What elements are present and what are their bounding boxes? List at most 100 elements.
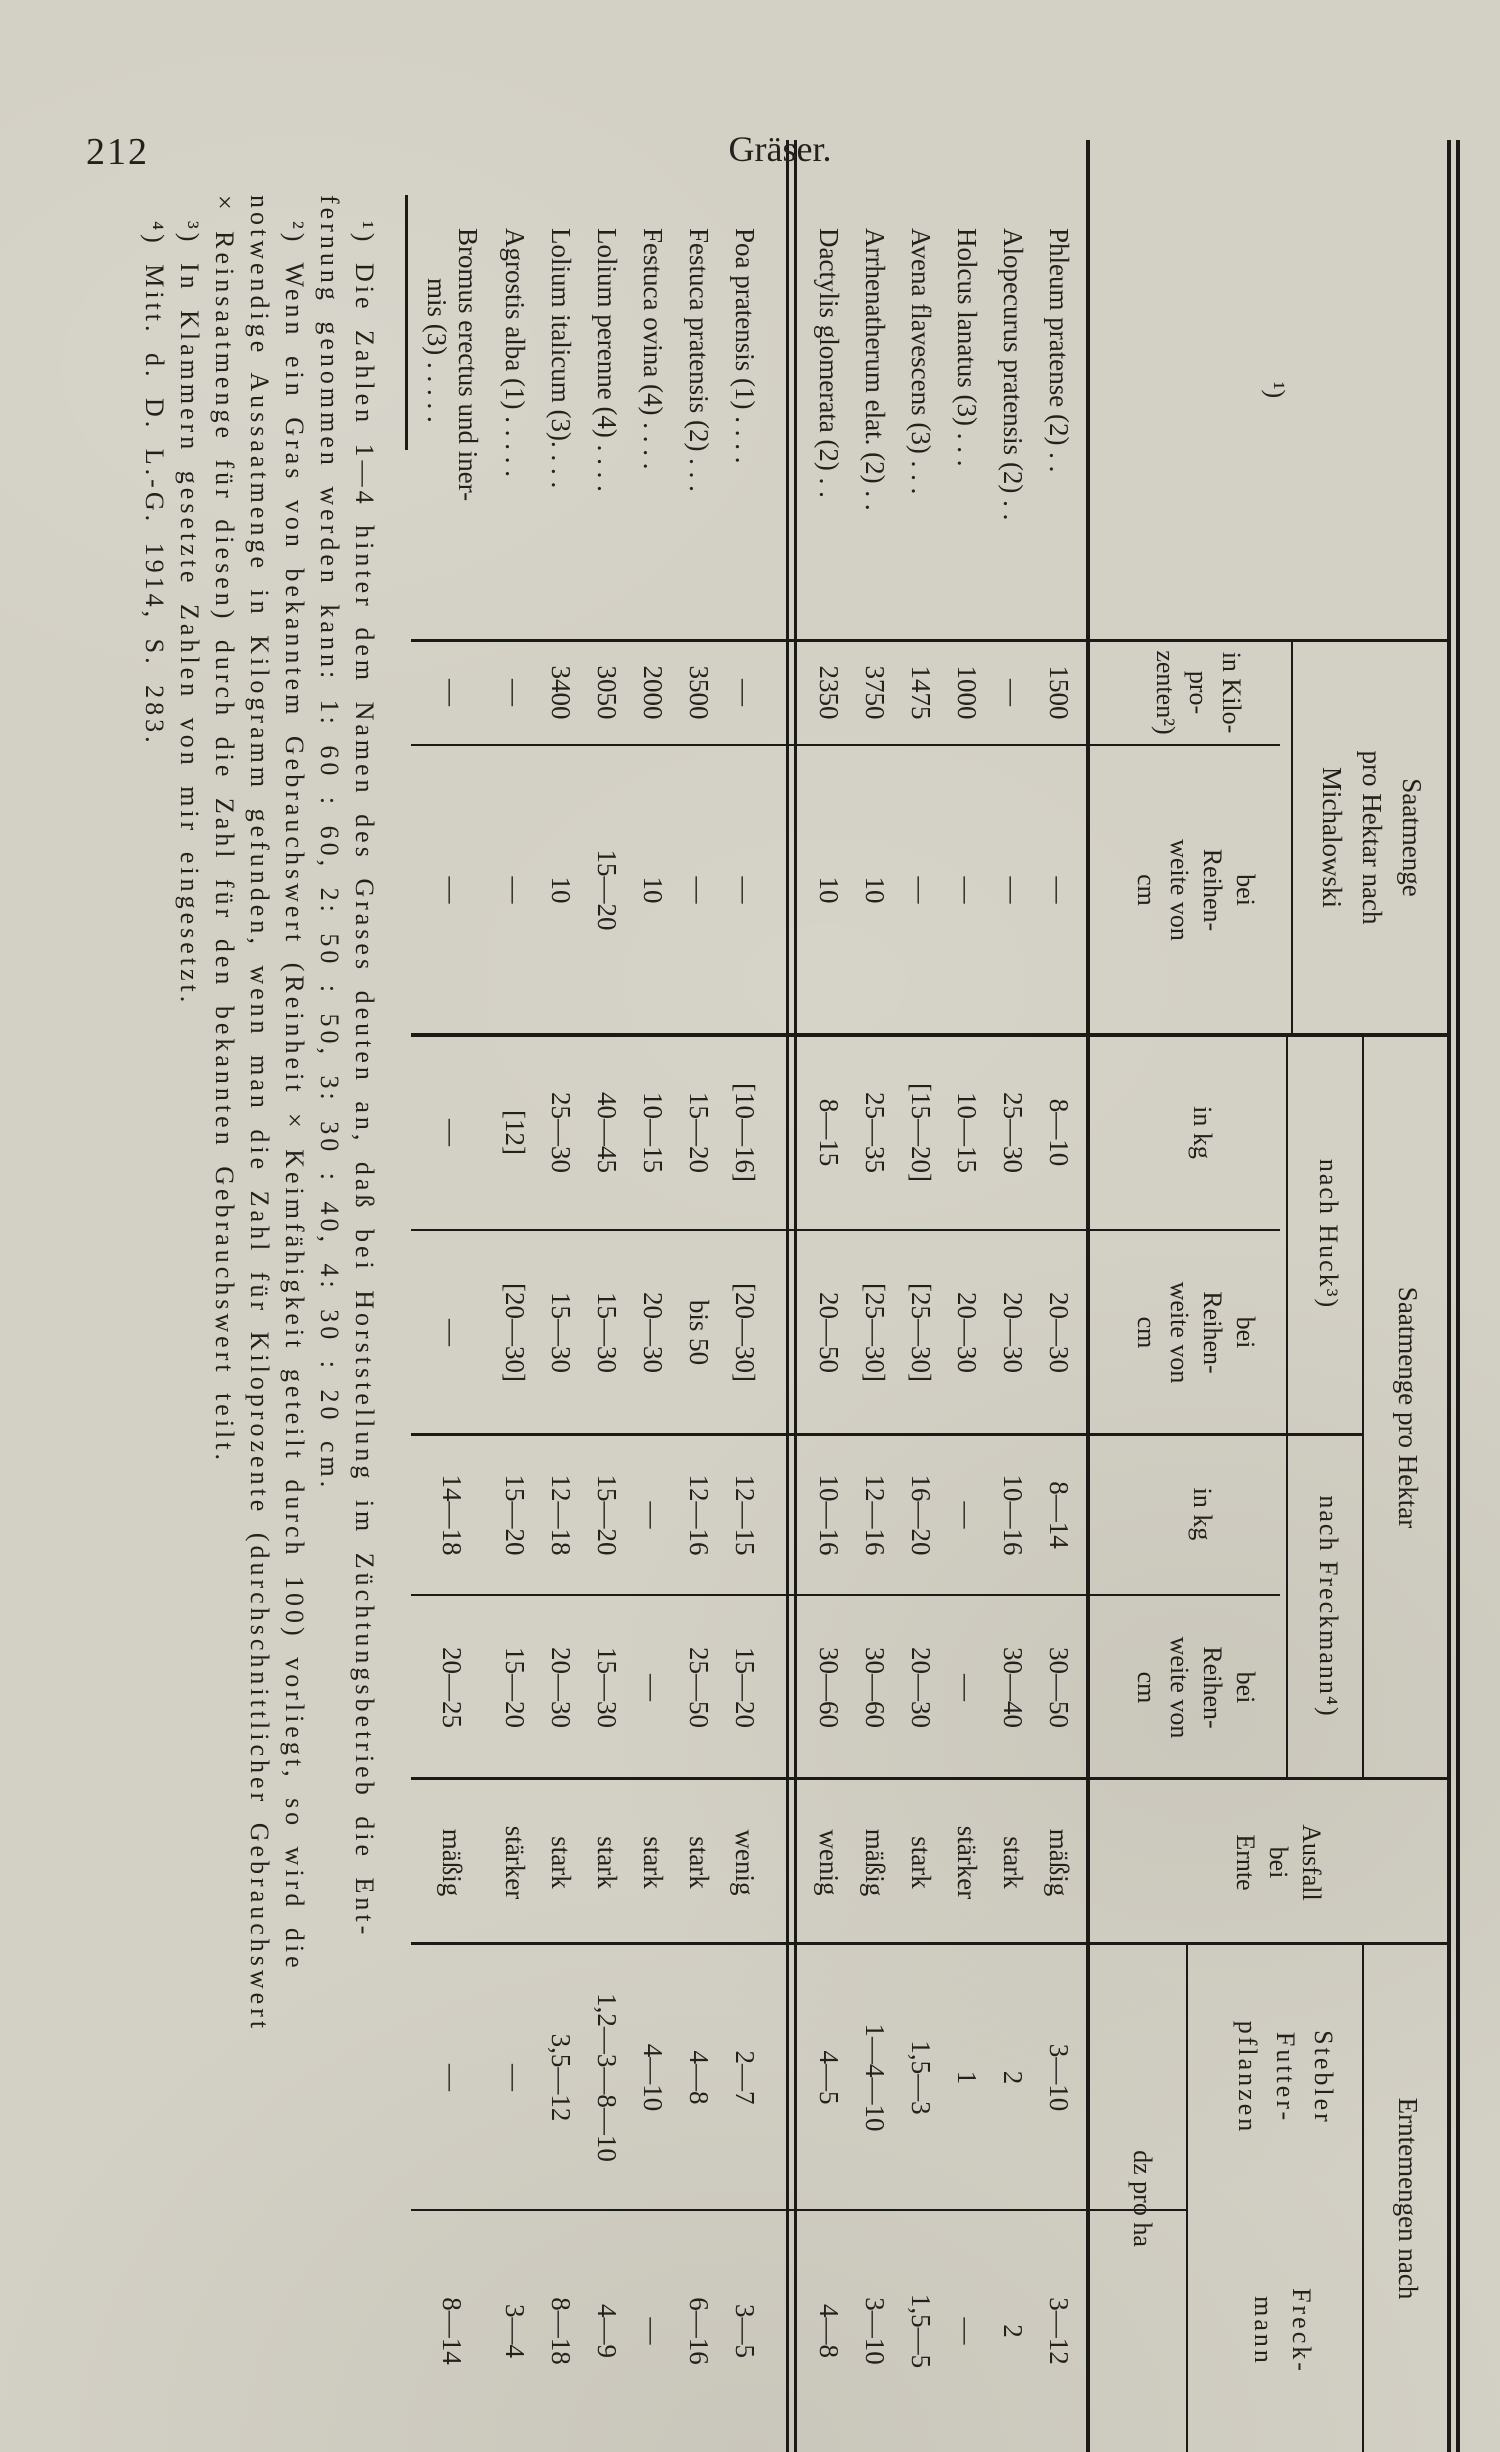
cell-michalowski-reihenweite: 10 [814, 876, 845, 904]
cell-ausfall-bei-ernte: mäßig [860, 1828, 891, 1897]
cell-plant-name: Alopecurus pratensis (2) . . [998, 228, 1029, 521]
cell-freckmann-kg: 12—18 [546, 1474, 577, 1556]
cell-freckmann-reihenweite: 30—60 [814, 1647, 845, 1728]
rule-under-huck-freckmann-titles [1286, 1035, 1288, 1780]
header-freckmann-ernte: Freck- mann [1249, 2288, 1316, 2374]
rule-header-bottom [1086, 140, 1090, 2452]
header-stebler-futterpflanzen: Stebler Futter- pflanzen [1233, 2020, 1338, 2135]
header-ausfall-bei-ernte: Ausfall bei Ernte [1231, 1824, 1326, 1901]
table-row: Festuca pratensis (2) . . . 3500 — 15—20… [676, 140, 722, 2452]
cell-huck-reihenweite: [20—30] [730, 1283, 761, 1382]
cell-freckmann-reihenweite: — [952, 1674, 983, 1701]
cell-michalowski-kiloprozente: 1500 [1044, 665, 1075, 720]
cell-ertrag-stebler: 3—10 [1044, 2043, 1075, 2112]
cell-michalowski-kiloprozente: 1000 [952, 665, 983, 720]
cell-ausfall-bei-ernte: mäßig [1044, 1828, 1075, 1897]
header-freckmann-reihenweite: bei Reihen- weite von cm [1132, 1636, 1260, 1739]
cell-freckmann-kg: 16—20 [906, 1474, 937, 1556]
cell-plant-name: Arrhenatherum elat. (2) . . [860, 228, 891, 511]
cell-ertrag-freckmann: 3—5 [730, 2304, 761, 2358]
cell-ertrag-freckmann: 2 [998, 2324, 1029, 2338]
table-row: Festuca ovina (4) . . . . 2000 10 10—15 … [630, 140, 676, 2452]
header-michalowski-title: Saatmenge pro Hektar nach Michalowski [1317, 750, 1427, 925]
cell-huck-reihenweite: 20—30 [952, 1292, 983, 1373]
cell-freckmann-reihenweite: 30—50 [1044, 1647, 1075, 1728]
cell-huck-reihenweite: [25—30] [906, 1283, 937, 1382]
cell-michalowski-kiloprozente: 2000 [638, 665, 669, 720]
cell-freckmann-kg: 12—15 [730, 1474, 761, 1556]
cell-huck-kg: 10—15 [638, 1092, 669, 1173]
footnote-line: notwendige Aussaatmenge in Kilogramm gef… [245, 195, 274, 2033]
cell-huck-kg: 8—15 [814, 1098, 845, 1167]
cell-michalowski-reihenweite: 10 [546, 876, 577, 904]
cell-michalowski-reihenweite: — [684, 876, 715, 904]
header-michalowski-reihenweite: bei Reihen- weite von cm [1132, 839, 1260, 941]
cell-michalowski-kiloprozente: 3050 [592, 665, 623, 720]
cell-plant-name: Dactylis glomerata (2) . . [814, 228, 845, 498]
cell-michalowski-kiloprozente: 3500 [684, 665, 715, 720]
cell-huck-reihenweite: 15—30 [592, 1292, 623, 1373]
cell-freckmann-kg: 12—16 [860, 1474, 891, 1556]
cell-freckmann-kg: 10—16 [998, 1474, 1029, 1556]
cell-ertrag-stebler: 1,2—3—8—10 [592, 1993, 623, 2162]
header-erntemengen-nach: Erntemengen nach [1393, 2097, 1423, 2300]
cell-michalowski-kiloprozente: — [437, 679, 468, 706]
cell-huck-kg: [10—16] [730, 1083, 761, 1182]
header-huck-reihenweite: bei Reihen- weite von cm [1132, 1281, 1260, 1384]
cell-ausfall-bei-ernte: wenig [730, 1829, 761, 1896]
cell-huck-reihenweite: — [437, 1319, 468, 1346]
table-row: Dactylis glomerata (2) . . 2350 10 8—15 … [806, 140, 852, 2452]
cell-huck-kg: 40—45 [592, 1092, 623, 1173]
rotated-table-block: ¹) Saatmenge pro Hektar nach Michalowski… [0, 140, 1460, 2452]
table-row: Poa pratensis (1) . . . . — — [10—16] [2… [722, 140, 768, 2452]
cell-plant-name: Lolium perenne (4) . . . . [592, 228, 623, 492]
page-title: Gräser. [728, 129, 832, 169]
cell-michalowski-reihenweite: — [998, 876, 1029, 904]
cell-plant-name: Phleum pratense (2) . . [1044, 228, 1075, 473]
header-nach-huck: nach Huck³) [1314, 1158, 1343, 1310]
header-saatmenge-pro-hektar: Saatmenge pro Hektar [1393, 1286, 1423, 1529]
page-number: 212 [86, 131, 149, 173]
cell-freckmann-kg: — [952, 1501, 983, 1529]
cell-michalowski-kiloprozente: — [998, 679, 1029, 706]
cell-michalowski-reihenweite: — [906, 876, 937, 904]
cell-ertrag-freckmann: 1,5—5 [906, 2293, 937, 2369]
cell-freckmann-reihenweite: 20—30 [546, 1647, 577, 1728]
table-row: Bromus erectus und iner- mis (3) . . . .… [412, 140, 492, 2452]
cell-freckmann-kg: 8—14 [1044, 1481, 1075, 1549]
cell-huck-kg: 10—15 [952, 1092, 983, 1173]
table-row: Holcus lanatus (3) . . . 1000 — 10—15 20… [944, 140, 990, 2452]
cell-ertrag-freckmann: 8—18 [546, 2297, 577, 2365]
cell-freckmann-reihenweite: 25—50 [684, 1647, 715, 1728]
footnotes: ¹) Die Zahlen 1—4 hinter dem Namen des G… [137, 195, 382, 2445]
cell-huck-reihenweite: 20—30 [638, 1292, 669, 1373]
cell-ausfall-bei-ernte: wenig [814, 1829, 845, 1896]
cell-freckmann-reihenweite: 30—40 [998, 1647, 1029, 1728]
cell-ertrag-stebler: 2—7 [730, 2050, 761, 2105]
cell-huck-kg: [12] [500, 1110, 531, 1155]
footnote-line: fernung genommen werden kann: 1: 60 : 60… [315, 195, 344, 1492]
cell-freckmann-reihenweite: 15—20 [730, 1647, 761, 1728]
cell-freckmann-kg: 15—20 [592, 1474, 623, 1556]
cell-plant-name: Poa pratensis (1) . . . . [730, 228, 761, 464]
footnote-line: × Reinsaatmenge für diesen) durch die Za… [210, 195, 239, 1465]
cell-ausfall-bei-ernte: stärker [952, 1825, 983, 1900]
header-nach-freckmann: nach Freckmann⁴) [1314, 1495, 1343, 1718]
cell-freckmann-reihenweite: 15—20 [500, 1647, 531, 1728]
footnote-line: ²) Wenn ein Gras von bekanntem Gebrauchs… [280, 221, 309, 1972]
cell-michalowski-reihenweite: — [500, 876, 531, 904]
cell-huck-kg: 25—35 [860, 1092, 891, 1173]
cell-huck-kg: 25—30 [998, 1092, 1029, 1173]
cell-ertrag-stebler: 2 [998, 2070, 1029, 2085]
cell-ausfall-bei-ernte: stark [998, 1836, 1029, 1889]
cell-ertrag-freckmann: — [952, 2317, 983, 2345]
cell-ertrag-stebler: 4—5 [814, 2050, 845, 2105]
cell-ertrag-freckmann: — [638, 2317, 669, 2345]
cell-michalowski-reihenweite: 10 [638, 876, 669, 904]
cell-ertrag-freckmann: 6—16 [684, 2297, 715, 2365]
header-names-footnote-mark: ¹) [1261, 381, 1290, 399]
cell-michalowski-kiloprozente: — [500, 679, 531, 706]
cell-michalowski-reihenweite: — [1044, 876, 1075, 904]
cell-michalowski-kiloprozente: 3400 [546, 665, 577, 720]
